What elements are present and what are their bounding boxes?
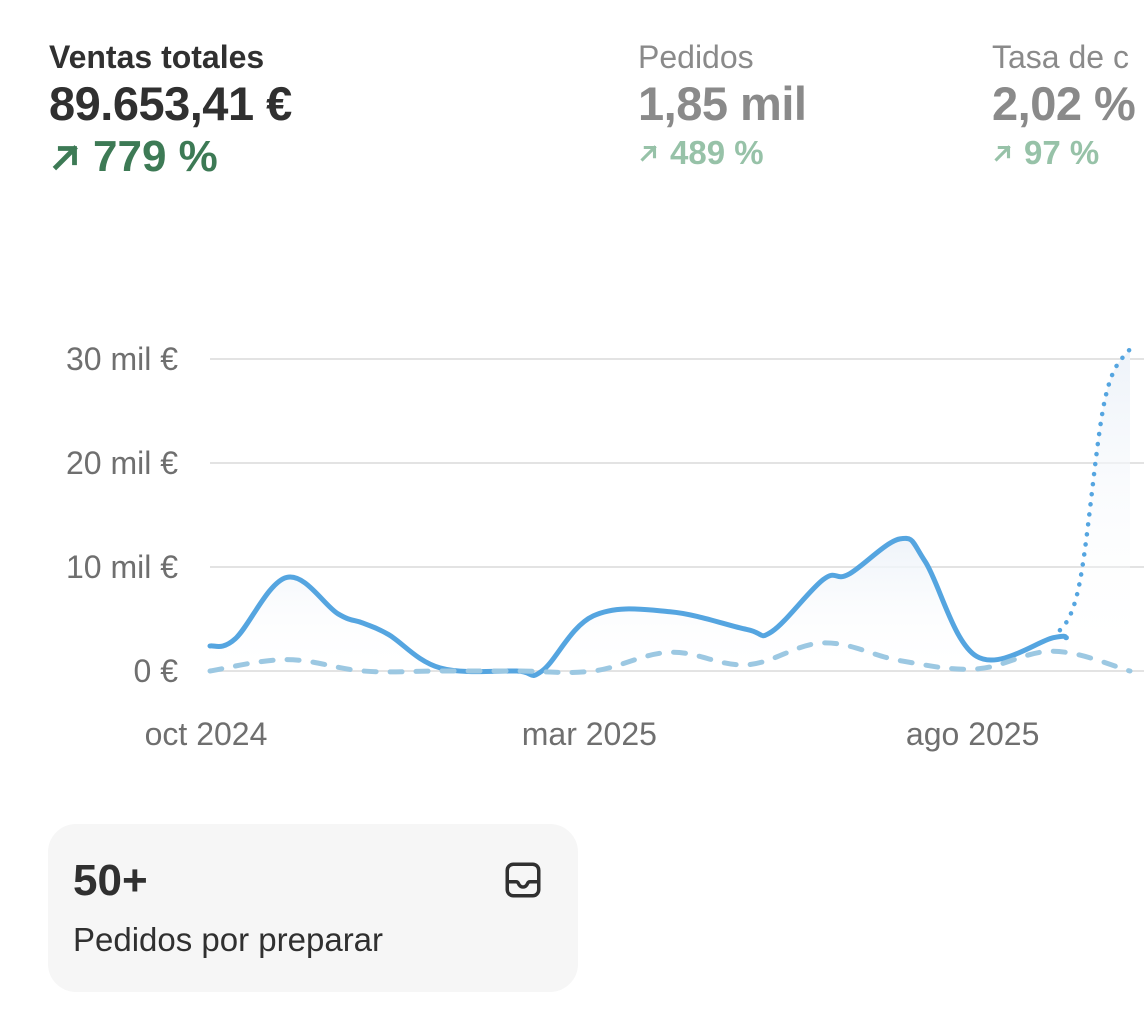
- chart-x-tick-label: oct 2024: [145, 716, 268, 752]
- orders-to-fulfill-caption: Pedidos por preparar: [73, 921, 384, 958]
- chart-x-tick-label: ago 2025: [906, 716, 1039, 752]
- metric-conversion-rate-delta-value: 97 %: [1024, 134, 1100, 171]
- trend-up-arrow-icon: [52, 145, 78, 171]
- metric-total-sales-delta-value: 779 %: [93, 132, 218, 181]
- metric-orders-label: Pedidos: [638, 39, 754, 75]
- metric-orders-delta-value: 489 %: [670, 134, 764, 171]
- chart-y-tick-label: 10 mil €: [66, 549, 178, 585]
- chart-series-comparison-line: [207, 640, 1133, 676]
- chart-x-tick-label: mar 2025: [522, 716, 657, 752]
- metric-total-sales-delta: 779 %: [49, 132, 292, 182]
- orders-to-fulfill-count: 50+: [73, 856, 148, 905]
- metric-conversion-rate-label: Tasa de c: [992, 39, 1129, 75]
- metric-total-sales-value: 89.653,41 €: [49, 77, 292, 130]
- chart-series-projection-line: [1051, 346, 1133, 640]
- sales-line-chart: 30 mil € 20 mil € 10 mil € 0 € oct 2024 mar …: [66, 341, 1144, 752]
- chart-series-area: [1053, 348, 1130, 671]
- chart-y-tick-label: 30 mil €: [66, 341, 178, 377]
- metric-orders-value: 1,85 mil: [638, 77, 807, 130]
- metric-conversion-rate[interactable]: Tasa de c 2,02 % 97 %: [992, 38, 1136, 174]
- trend-up-arrow-icon: [640, 145, 657, 162]
- metric-orders[interactable]: Pedidos 1,85 mil 489 %: [638, 38, 807, 174]
- metric-total-sales[interactable]: Ventas totales 89.653,41 € 779 %: [49, 38, 292, 182]
- metric-conversion-rate-value: 2,02 %: [992, 77, 1136, 130]
- metric-orders-delta: 489 %: [638, 132, 806, 174]
- chart-y-tick-label: 20 mil €: [66, 445, 178, 481]
- trend-up-arrow-icon: [994, 145, 1011, 162]
- chart-y-tick-label: 0 €: [134, 653, 179, 689]
- orders-to-fulfill-card[interactable]: 50+ Pedidos por preparar: [48, 824, 578, 992]
- inbox-icon: [505, 862, 541, 898]
- chart-series-current-line: [207, 535, 1069, 678]
- metric-conversion-rate-delta: 97 %: [992, 132, 1135, 174]
- metric-total-sales-label: Ventas totales: [49, 39, 265, 75]
